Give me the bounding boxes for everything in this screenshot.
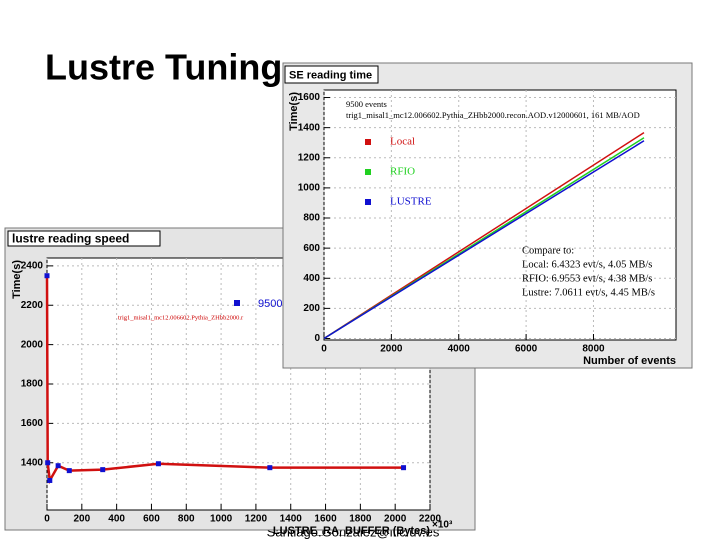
data-point [44,273,50,279]
y-tick-label: 2000 [21,339,44,350]
y-tick-label: 2200 [21,300,44,311]
y-tick-label: 0 [314,333,320,344]
y-tick-label: 1600 [298,92,321,103]
x-tick-label: 8000 [582,344,605,355]
legend-marker [234,300,240,306]
data-point [47,477,53,483]
x-tick-label: 200 [73,514,90,525]
y-tick-label: 1200 [298,152,321,163]
annotation: Compare to: [522,245,574,256]
data-point [267,465,273,471]
chart-subtitle: trig1_misal1_mc12.006602.Pythia_ZHbb2000… [346,110,640,120]
legend-label: LUSTRE [390,196,432,208]
y-tick-label: 1000 [298,183,321,194]
x-tick-label: 0 [321,344,327,355]
chart: lustre reading speed14001600180020002200… [4,227,476,537]
data-point [45,460,51,466]
x-tick-label: 2200 [419,514,442,525]
x-tick-label: 600 [143,514,160,525]
chart-subtitle: 9500 events [346,99,387,109]
plot-area [323,89,677,341]
chart-title: lustre reading speed [12,232,129,246]
legend-marker [365,169,371,175]
y-tick-label: 1800 [21,379,44,390]
x-tick-label: 1600 [314,514,337,525]
chart: SE reading time 0 200 400 600 800 1000 1200 1400… [282,62,693,369]
annotation: Local: 6.4323 evt/s, 4.05 MB/s [522,259,652,270]
y-tick-label: 800 [303,213,320,224]
x-tick-label: 1400 [280,514,303,525]
x-tick-label: 1800 [349,514,372,525]
y-axis-label: Time(s) [288,92,300,131]
title-box [284,65,379,84]
legend-marker [365,139,371,145]
legend-marker [365,199,371,205]
annotation: Lustre: 7.0611 evt/s, 4.45 MB/s [522,287,655,298]
legend-label: Local [390,136,415,148]
chart-subtitle: trig1_misal1_mc12.006602.Pythia_ZHbb2000… [118,314,244,321]
y-tick-label: 1600 [21,418,44,429]
x-tick-label: 1000 [210,514,233,525]
annotation: RFIO: 6.9553 evt/s, 4.38 MB/s [522,273,652,284]
y-tick-label: 1400 [21,457,44,468]
x-axis-label: LUSTRE_RA_BUFFER (Bytes) [273,525,430,537]
data-point [55,463,61,469]
chart-title: SE reading time [289,69,372,81]
title-box [7,230,161,247]
data-point [66,468,72,474]
x-tick-label: 6000 [515,344,538,355]
x-tick-label: 2000 [380,344,403,355]
legend-label: 9500 [258,298,282,310]
data-point [155,461,161,467]
y-tick-label: 2400 [21,261,44,272]
data-line [323,140,645,340]
slide-title: Lustre Tuning [45,47,282,88]
x-tick-label: 4000 [448,344,471,355]
data-point [401,465,407,471]
y-axis-label: Time(s) [11,260,23,299]
x-tick-label: 2000 [384,514,407,525]
x-tick-label: 0 [44,514,50,525]
y-tick-label: 200 [303,303,320,314]
legend-label: RFIO [390,166,415,178]
x-tick-label: 1200 [245,514,268,525]
y-tick-label: 600 [303,243,320,254]
data-point [100,467,106,473]
x-tick-label: 400 [108,514,125,525]
y-tick-label: 400 [303,273,320,284]
x-axis-label: Number of events [583,355,676,367]
x-tick-label: 800 [178,514,195,525]
x-multiplier: ×10³ [432,520,453,531]
y-tick-label: 1400 [298,122,321,133]
